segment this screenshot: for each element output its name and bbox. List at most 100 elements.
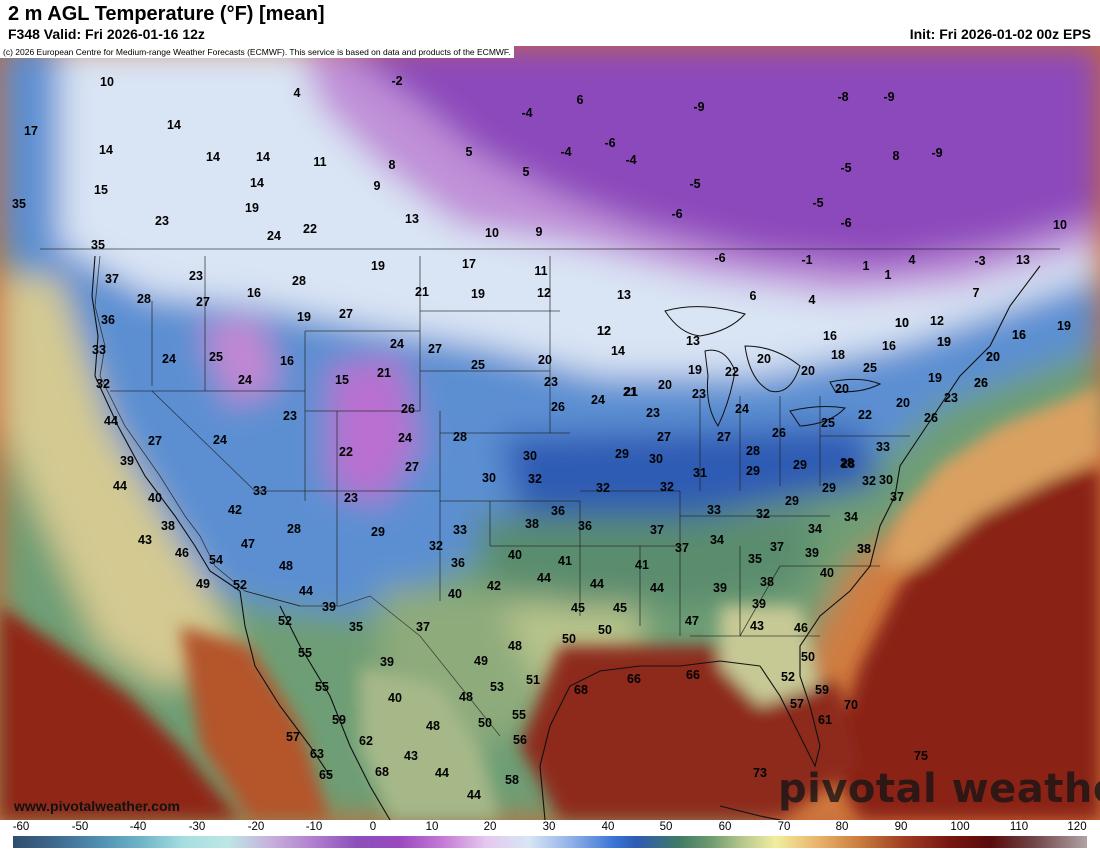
temp-label: 37 — [890, 489, 904, 504]
colorbar-tick: 80 — [835, 821, 849, 833]
temp-label: 23 — [944, 390, 958, 405]
temp-label: 49 — [196, 576, 210, 591]
temp-label: 32 — [862, 473, 876, 488]
temp-label: 7 — [972, 285, 980, 300]
temperature-map[interactable] — [0, 46, 1100, 820]
temp-label: 48 — [426, 718, 440, 733]
temp-label: 51 — [526, 672, 540, 687]
temp-label: 13 — [1016, 252, 1030, 267]
colorbar-labels: -60 -50 -40 -30 -20 -10 0 10 20 30 40 50… — [0, 820, 1100, 834]
temp-label: 30 — [649, 451, 663, 466]
temp-label: 55 — [298, 645, 312, 660]
temp-label: 23 — [344, 490, 358, 505]
temp-label: 28 — [453, 429, 467, 444]
temp-label: 53 — [490, 679, 504, 694]
temp-label: 22 — [725, 364, 739, 379]
temp-label: -1 — [801, 252, 813, 267]
temp-label: 24 — [591, 392, 605, 407]
temp-label: 46 — [175, 545, 189, 560]
temp-label: 49 — [474, 653, 488, 668]
valid-time: F348 Valid: Fri 2026-01-16 12z — [8, 26, 205, 42]
temp-label: 44 — [590, 576, 604, 591]
temp-label: 19 — [937, 334, 951, 349]
temp-label: 16 — [280, 353, 294, 368]
temp-label: 38 — [857, 541, 871, 556]
temp-label: 50 — [478, 715, 492, 730]
temp-label: 20 — [538, 352, 552, 367]
colorbar-tick: 20 — [483, 821, 497, 833]
temp-label: 44 — [650, 580, 664, 595]
temp-label: 23 — [646, 405, 660, 420]
temp-label: 32 — [756, 506, 770, 521]
temp-label: 1 — [884, 267, 892, 282]
temp-label: 66 — [627, 671, 641, 686]
temp-label: -9 — [931, 145, 943, 160]
temp-label: 25 — [821, 415, 835, 430]
temp-label: 32 — [596, 480, 610, 495]
colorbar-tick: -60 — [12, 821, 30, 833]
temp-label: 14 — [206, 149, 220, 164]
temp-label: 29 — [615, 446, 629, 461]
temp-label: 14 — [250, 175, 264, 190]
colorbar-tick: 30 — [542, 821, 556, 833]
temp-label: 58 — [505, 772, 519, 787]
temp-label: 32 — [96, 376, 110, 391]
temp-label: 44 — [299, 583, 313, 598]
temp-label: 43 — [138, 532, 152, 547]
temp-label: 35 — [748, 551, 762, 566]
colorbar-tick: -30 — [188, 821, 206, 833]
colorbar-tick: 120 — [1067, 821, 1087, 833]
temp-label: 35 — [349, 619, 363, 634]
temp-label: 22 — [339, 444, 353, 459]
temp-label: 16 — [823, 328, 837, 343]
temp-label: 25 — [471, 357, 485, 372]
map-title: 2 m AGL Temperature (°F) [mean] — [8, 3, 325, 25]
temp-label: 43 — [750, 618, 764, 633]
temp-label: 42 — [487, 578, 501, 593]
temp-label: 8 — [892, 148, 900, 163]
temp-label: 4 — [293, 85, 301, 100]
temp-label: 32 — [660, 479, 674, 494]
temp-label: 5 — [465, 144, 473, 159]
temp-label: 38 — [161, 518, 175, 533]
temp-label: 44 — [435, 765, 449, 780]
temp-label: 27 — [339, 306, 353, 321]
temp-label: 40 — [148, 490, 162, 505]
temp-label: 21 — [624, 384, 638, 399]
temp-label: 33 — [876, 439, 890, 454]
temp-label: 33 — [453, 522, 467, 537]
colorbar-tick: -10 — [305, 821, 323, 833]
temp-label: -5 — [812, 195, 824, 210]
temp-label: 19 — [471, 286, 485, 301]
temp-label: 11 — [313, 154, 327, 169]
temp-label: 9 — [535, 224, 543, 239]
temp-label: 16 — [882, 338, 896, 353]
temp-label: -6 — [671, 206, 683, 221]
temp-label: 27 — [148, 433, 162, 448]
coastlines — [91, 255, 1041, 820]
temp-label: 27 — [428, 341, 442, 356]
colorbar-tick: 40 — [601, 821, 615, 833]
temp-label: 27 — [405, 459, 419, 474]
temp-label: 38 — [525, 516, 539, 531]
temp-label: 19 — [688, 362, 702, 377]
temp-label: 10 — [895, 315, 909, 330]
temperature-field — [0, 46, 1100, 820]
temp-label: 70 — [844, 697, 858, 712]
temp-label: 50 — [801, 649, 815, 664]
temp-label: 54 — [209, 552, 223, 567]
temp-label: 20 — [801, 363, 815, 378]
temp-label: 20 — [986, 349, 1000, 364]
temp-label: 52 — [233, 577, 247, 592]
temp-label: 32 — [528, 471, 542, 486]
temp-label: 66 — [686, 667, 700, 682]
temp-label: 23 — [544, 374, 558, 389]
temp-label: 61 — [818, 712, 832, 727]
temp-label: 25 — [863, 360, 877, 375]
colorbar-tick: 50 — [659, 821, 673, 833]
temp-label: 41 — [635, 557, 649, 572]
temp-label: 24 — [267, 228, 281, 243]
website-label[interactable]: www.pivotalweather.com — [14, 798, 180, 814]
temp-label: 42 — [228, 502, 242, 517]
temp-label: 35 — [91, 237, 105, 252]
